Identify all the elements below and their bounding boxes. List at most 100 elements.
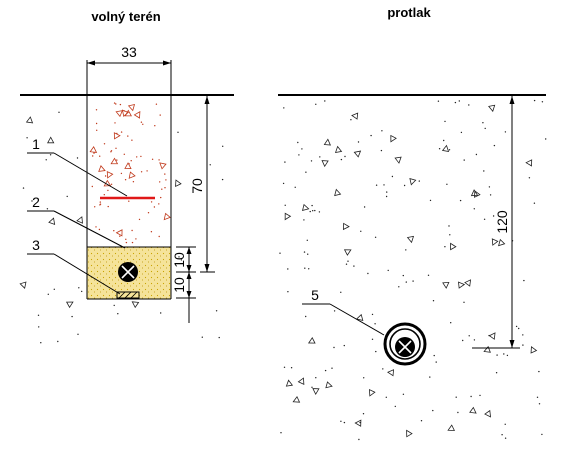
texture-dot: [66, 195, 68, 198]
texture-dot: [371, 338, 374, 340]
texture-dot: [541, 433, 543, 436]
texture-dot: [311, 386, 313, 388]
texture-dot: [115, 103, 117, 105]
callout-5-leader: [302, 303, 385, 336]
texture-triangle: [19, 281, 27, 289]
texture-triangle: [353, 150, 362, 158]
texture-triangle: [530, 346, 538, 354]
callout-2-leader: [27, 210, 126, 249]
texture-triangle: [284, 212, 292, 221]
texture-dot: [458, 100, 460, 102]
texture-dot: [371, 313, 374, 316]
texture-dot: [81, 290, 83, 293]
title-open-terrain: volný terén: [91, 9, 160, 24]
texture-dot: [314, 209, 316, 212]
texture-dot: [114, 122, 116, 124]
texture-dot: [116, 159, 118, 161]
texture-dot: [468, 335, 470, 337]
texture-dot: [459, 199, 462, 202]
cable-conduit: [118, 262, 138, 282]
texture-dot: [99, 201, 102, 203]
texture-dot: [180, 259, 183, 261]
texture-dot: [448, 149, 451, 151]
texture-dot: [403, 184, 406, 187]
texture-triangle: [483, 345, 491, 353]
texture-dot: [533, 99, 536, 102]
texture-dot: [545, 138, 547, 140]
texture-dot: [308, 268, 310, 270]
texture-dot: [484, 127, 486, 130]
texture-triangle: [106, 171, 114, 179]
texture-dot: [93, 152, 95, 154]
bedding-dimension: [176, 246, 196, 323]
callout-5-label: 5: [311, 287, 319, 303]
texture-dot: [303, 219, 305, 221]
protective-pipe: [383, 322, 427, 366]
callout-2-label: 2: [32, 194, 40, 210]
texture-dot: [31, 200, 33, 202]
texture-dot: [496, 354, 498, 356]
texture-dot: [501, 434, 503, 436]
texture-triangle: [110, 157, 119, 165]
texture-dot: [402, 274, 404, 277]
texture-triangle: [442, 281, 450, 289]
texture-dot: [38, 326, 40, 328]
texture-dot: [92, 155, 94, 157]
texture-triangle: [297, 377, 305, 385]
texture-dot: [427, 274, 430, 276]
texture-dot: [449, 234, 451, 236]
texture-dot: [150, 231, 153, 233]
texture-dot: [375, 184, 378, 186]
texture-dot: [153, 206, 156, 208]
texture-triangle: [484, 409, 491, 418]
texture-triangle: [307, 337, 316, 344]
texture-dot: [146, 170, 148, 172]
texture-dot: [158, 203, 160, 205]
texture-dot: [344, 155, 346, 158]
texture-dot: [305, 315, 307, 318]
texture-dot: [284, 161, 286, 163]
texture-dot: [140, 155, 142, 158]
texture-dot: [142, 123, 144, 126]
texture-triangle: [159, 162, 167, 170]
texture-triangle: [450, 242, 457, 251]
callout-3-label: 3: [32, 237, 40, 253]
texture-triangle: [65, 301, 74, 309]
texture-dot: [350, 119, 352, 121]
texture-dot: [324, 369, 327, 372]
texture-dot: [58, 111, 60, 114]
callout-1-label: 1: [32, 136, 40, 152]
texture-dot: [164, 187, 166, 189]
texture-dot: [318, 211, 321, 213]
texture-triangle: [355, 313, 364, 321]
texture-triangle: [292, 395, 301, 403]
texture-dot: [125, 238, 127, 240]
backfill-texture: [89, 102, 171, 244]
texture-dot: [488, 186, 491, 188]
texture-dot: [71, 315, 73, 318]
texture-triangle: [47, 136, 55, 144]
texture-triangle: [488, 104, 496, 113]
texture-dot: [98, 228, 101, 231]
texture-dot: [370, 134, 372, 137]
texture-triangle: [312, 388, 320, 396]
texture-dot: [385, 195, 388, 198]
texture-dot: [533, 202, 536, 204]
texture-dot: [178, 256, 180, 258]
texture-dot: [536, 396, 539, 398]
bedding-bottom-label: 10: [171, 277, 187, 293]
texture-dot: [160, 196, 162, 199]
texture-dot: [504, 437, 507, 439]
texture-dot: [49, 154, 52, 156]
texture-dot: [279, 252, 281, 254]
texture-dot: [159, 181, 161, 183]
texture-dot: [528, 177, 531, 179]
texture-dot: [538, 370, 540, 373]
texture-dot: [522, 334, 524, 336]
texture-dot: [107, 205, 109, 208]
texture-dot: [310, 160, 313, 162]
texture-dot: [209, 164, 211, 166]
texture-triangle: [441, 144, 450, 152]
texture-dot: [307, 253, 309, 255]
